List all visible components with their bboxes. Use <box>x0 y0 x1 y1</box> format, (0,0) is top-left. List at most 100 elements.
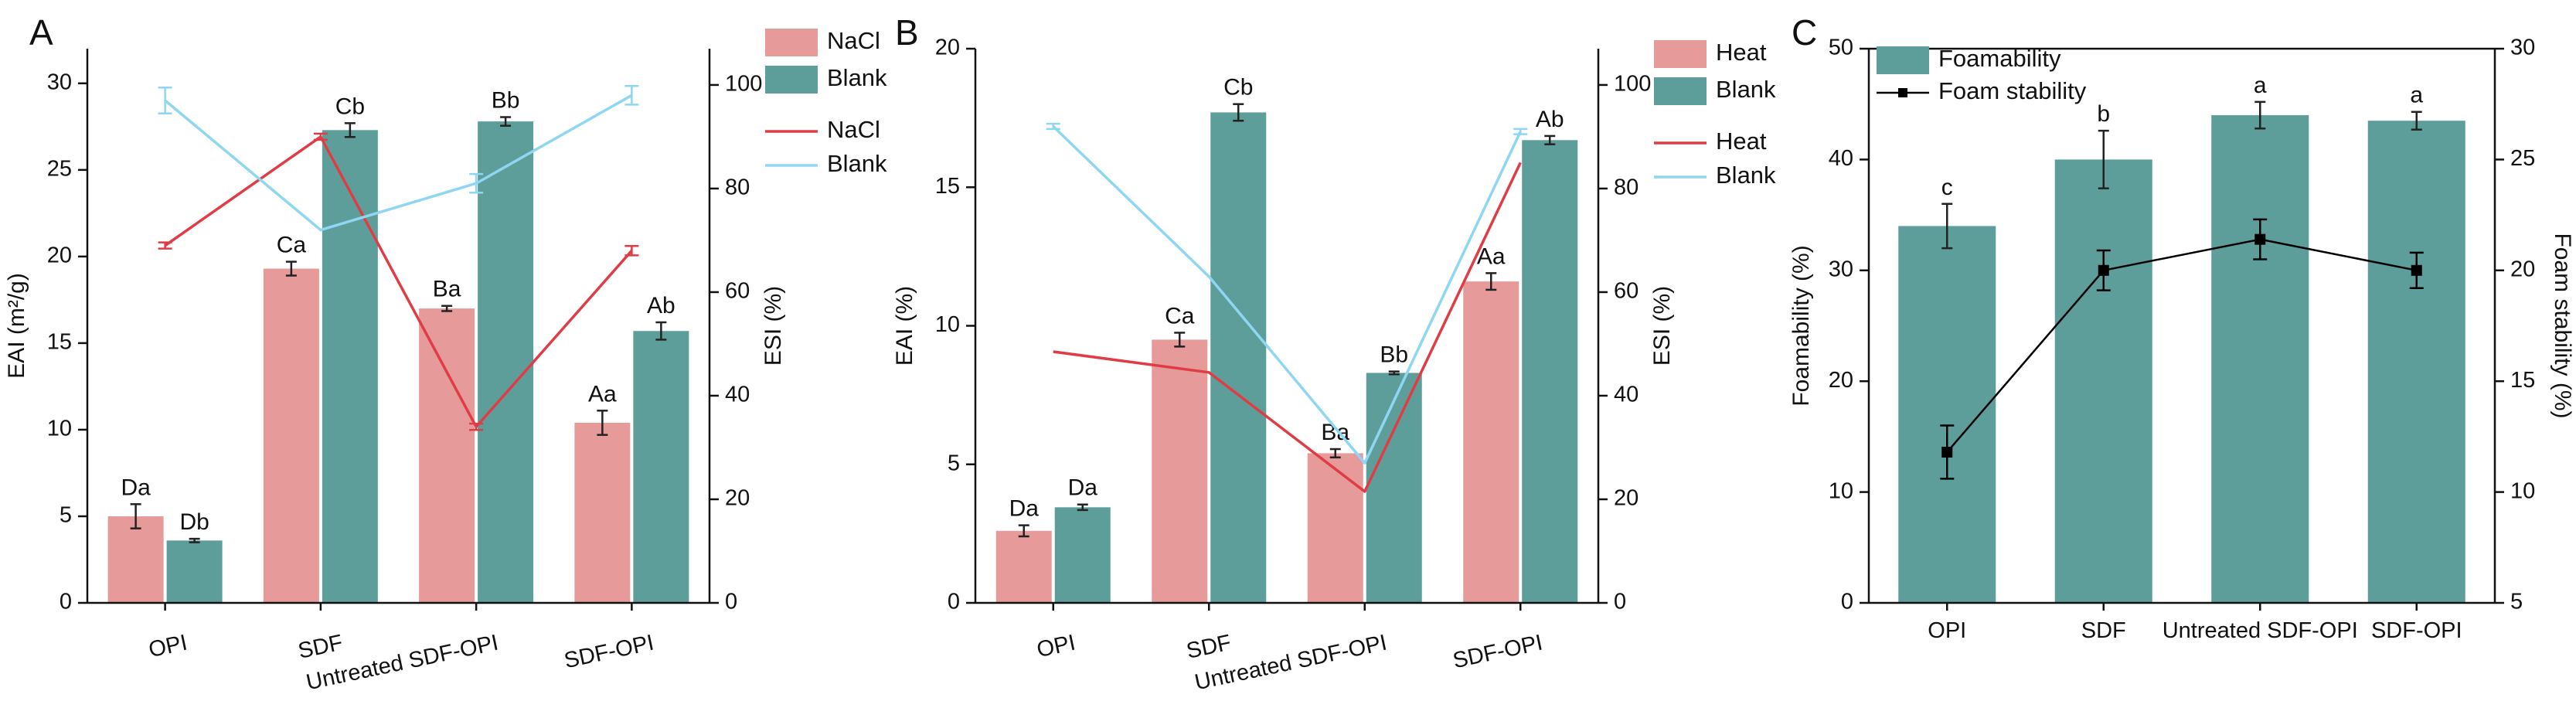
y-tick-label-A-0: 0 <box>60 590 72 614</box>
legend-label-line-A-0: NaCl <box>827 116 880 143</box>
error-bar-A-0-2 <box>441 305 453 312</box>
bar-A-blank-0 <box>166 540 223 603</box>
error-bar-A-0-0 <box>130 503 141 529</box>
significance-label-A-0-0: Da <box>121 475 151 500</box>
y-tick-label-A-3: 15 <box>47 330 72 355</box>
line-error-B-1-3 <box>1513 128 1528 135</box>
y2-tick-label-A-0: 0 <box>725 590 737 614</box>
y2-tick-label-C-5: 30 <box>2510 36 2535 60</box>
y2-tick-label-C-3: 20 <box>2510 257 2535 281</box>
y-tick-label-A-4: 20 <box>47 243 72 268</box>
bar-C-foamability-0 <box>1898 226 1996 603</box>
y-tick-label-C-2: 20 <box>1829 368 1853 393</box>
y2-tick-label-C-0: 5 <box>2510 590 2523 614</box>
y2-axis-label-A: ESI (%) <box>761 286 786 366</box>
y2-tick-label-A-1: 20 <box>725 486 750 511</box>
bar-B-heat-1 <box>1152 339 1208 603</box>
x-tick-label-A-3: SDF-OPI <box>562 631 656 674</box>
y2-axis-label-C: Foam stability (%) <box>2550 233 2575 418</box>
bar-A-nacl-3 <box>574 422 631 603</box>
legend-swatch-B-1 <box>1654 77 1707 105</box>
y-tick-label-C-5: 50 <box>1829 36 1853 60</box>
y-tick-label-C-3: 30 <box>1829 257 1853 281</box>
legend-swatch-A-0 <box>765 29 818 56</box>
line-error-A-1-0 <box>158 87 172 115</box>
error-bar-B-0-3 <box>1485 272 1497 291</box>
legend-label-line-C-0: Foam stability <box>1938 77 2087 104</box>
bar-B-blank-3 <box>1522 140 1578 603</box>
legend-label-bar-B-0: Heat <box>1716 39 1767 66</box>
line-point-C-1 <box>2098 264 2109 276</box>
significance-label-C-0-1: b <box>2097 101 2110 127</box>
line-error-B-1-0 <box>1046 122 1060 131</box>
y-tick-label-B-4: 20 <box>935 36 960 60</box>
y-tick-label-B-1: 5 <box>948 451 960 475</box>
significance-label-A-1-3: Ab <box>647 293 675 318</box>
significance-label-B-0-0: Da <box>1009 496 1040 522</box>
line-error-A-0-3 <box>624 245 639 257</box>
legend-label-line-B-1: Blank <box>1716 162 1776 189</box>
bar-B-blank-0 <box>1054 507 1111 603</box>
error-bar-B-1-2 <box>1388 370 1400 376</box>
error-bar-C-0-3 <box>2411 111 2422 131</box>
line-A-nacl <box>164 135 633 428</box>
bar-B-blank-2 <box>1366 373 1422 603</box>
y-axis-label-A: EAI (m²/g) <box>4 273 29 379</box>
bar-B-heat-2 <box>1307 453 1363 603</box>
legend-swatch-A-1 <box>765 66 818 94</box>
legend-marker-C-0 <box>1898 88 1907 97</box>
y2-tick-label-A-2: 40 <box>725 383 750 407</box>
panel-label-C: C <box>1792 12 1817 53</box>
x-tick-label-B-0: OPI <box>1035 631 1078 663</box>
line-error-A-1-2 <box>469 172 484 194</box>
x-tick-label-C-0: OPI <box>1928 618 1966 643</box>
y-axis-label-C: Foamability (%) <box>1788 245 1814 406</box>
line-error-A-1-3 <box>624 84 639 106</box>
bar-B-blank-1 <box>1210 112 1267 603</box>
y2-tick-label-A-5: 100 <box>725 72 762 97</box>
y2-tick-label-B-4: 80 <box>1614 175 1638 200</box>
line-error-A-0-0 <box>158 241 172 250</box>
error-bar-B-0-1 <box>1174 332 1186 348</box>
y-tick-label-B-0: 0 <box>948 590 960 614</box>
y-tick-label-A-2: 10 <box>47 417 72 441</box>
line-point-C-3 <box>2411 264 2422 276</box>
y-tick-label-A-1: 5 <box>60 503 72 528</box>
error-bar-C-0-1 <box>2098 129 2109 189</box>
y2-tick-label-C-2: 15 <box>2510 368 2535 393</box>
x-tick-label-B-1: SDF <box>1184 631 1233 664</box>
y-tick-label-B-2: 10 <box>935 312 960 337</box>
y2-tick-label-B-5: 100 <box>1614 72 1651 97</box>
y-tick-label-C-1: 10 <box>1829 478 1853 503</box>
y2-tick-label-B-0: 0 <box>1614 590 1626 614</box>
error-bar-A-1-3 <box>655 321 667 341</box>
significance-label-A-0-1: Ca <box>277 233 307 258</box>
significance-label-B-0-1: Ca <box>1165 303 1195 328</box>
significance-label-A-0-2: Ba <box>433 277 461 302</box>
x-tick-label-A-0: OPI <box>147 631 190 663</box>
legend-label-line-A-1: Blank <box>827 150 887 177</box>
panel-label-A: A <box>29 12 53 53</box>
x-tick-label-C-2: Untreated SDF-OPI <box>2163 618 2358 643</box>
error-bar-B-0-2 <box>1329 448 1341 459</box>
line-C-foam-stability <box>1946 238 2417 453</box>
y2-tick-label-A-3: 60 <box>725 279 750 304</box>
legend-label-bar-B-1: Blank <box>1716 76 1776 103</box>
significance-label-C-0-3: a <box>2410 83 2423 108</box>
error-bar-B-1-0 <box>1077 503 1088 512</box>
bar-C-foamability-3 <box>2367 121 2465 603</box>
significance-label-B-1-1: Cb <box>1223 75 1253 100</box>
significance-label-A-1-2: Bb <box>492 88 520 114</box>
bar-B-heat-3 <box>1463 281 1519 603</box>
significance-label-C-0-0: c <box>1941 175 1953 200</box>
error-bar-A-0-3 <box>597 410 608 436</box>
error-bar-B-1-3 <box>1544 134 1556 145</box>
legend-label-bar-C-0: Foamability <box>1938 45 2061 72</box>
y-axis-label-B: EAI (%) <box>892 286 917 366</box>
y-tick-label-B-3: 15 <box>935 174 960 199</box>
y2-tick-label-B-2: 40 <box>1614 383 1638 407</box>
y2-tick-label-C-4: 25 <box>2510 146 2535 171</box>
error-bar-A-1-2 <box>500 116 512 127</box>
y-tick-label-A-5: 25 <box>47 157 72 182</box>
